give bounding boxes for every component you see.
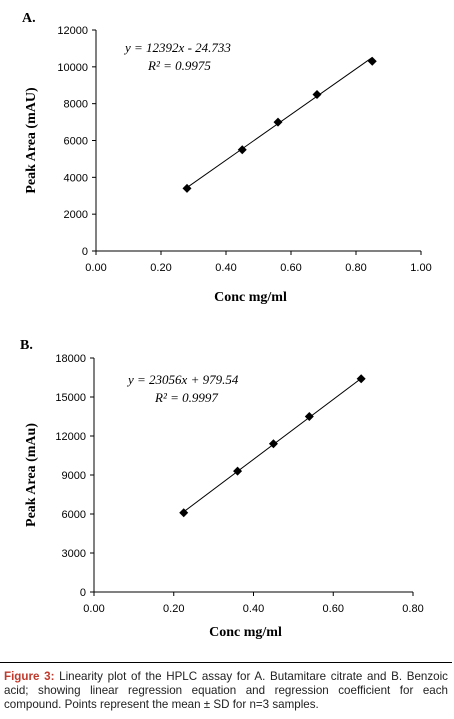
x-tick-label: 0.80 [345, 262, 366, 274]
panel-label: B. [20, 338, 33, 353]
data-point [268, 439, 278, 449]
r-squared-label: R² = 0.9997 [154, 390, 218, 405]
x-tick-label: 0.40 [215, 262, 236, 274]
x-tick-label: 0.60 [323, 603, 344, 615]
y-tick-label: 10000 [57, 62, 88, 74]
y-tick-label: 2000 [64, 209, 88, 221]
y-tick-label: 0 [82, 246, 88, 258]
y-tick-label: 3000 [62, 548, 86, 560]
y-tick-label: 0 [80, 587, 86, 599]
x-tick-label: 1.00 [410, 262, 431, 274]
data-point [312, 89, 322, 99]
regression-equation: y = 23056x + 979.54 [126, 372, 239, 387]
x-tick-label: 0.20 [163, 603, 184, 615]
figure-caption: Figure 3: Linearity plot of the HPLC ass… [0, 662, 452, 718]
y-tick-label: 4000 [64, 172, 88, 184]
y-tick-label: 6000 [64, 136, 88, 148]
data-point [182, 183, 192, 193]
data-point [233, 466, 243, 476]
y-tick-label: 15000 [55, 392, 86, 404]
y-tick-label: 12000 [57, 25, 88, 37]
y-tick-label: 9000 [62, 470, 86, 482]
r-squared-label: R² = 0.9975 [147, 58, 211, 73]
data-point [304, 412, 314, 421]
chart-a: A. 0 2000 4000 6000 8000 10000 12000 0.00 0.20 0.4… [22, 11, 432, 305]
y-tick-label: 6000 [62, 509, 86, 521]
x-tick-label: 0.80 [402, 603, 423, 615]
panel-label: A. [22, 11, 36, 26]
caption-label: Figure 3: [4, 670, 55, 683]
data-point [273, 117, 283, 127]
y-axis-title: Peak Area (mAU) [24, 87, 39, 194]
y-tick-label: 18000 [55, 353, 86, 365]
data-point [356, 374, 366, 384]
x-tick-label: 0.20 [150, 262, 171, 274]
data-point [237, 145, 247, 155]
chart-b: B. 0 3000 6000 9000 12000 15000 18000 0.00 0.20 0.… [20, 338, 424, 640]
caption-text: Linearity plot of the HPLC assay for A. … [4, 670, 448, 711]
x-axis-title: Conc mg/ml [209, 625, 282, 640]
data-point [179, 508, 189, 518]
y-tick-label: 12000 [55, 431, 86, 443]
x-tick-label: 0.40 [243, 603, 264, 615]
x-axis-title: Conc mg/ml [214, 290, 287, 305]
y-tick-label: 8000 [64, 99, 88, 111]
x-tick-label: 0.60 [280, 262, 301, 274]
y-axis-title: Peak Area (mAu) [24, 423, 39, 527]
x-tick-label: 0.00 [83, 603, 104, 615]
data-point [367, 56, 377, 66]
x-tick-label: 0.00 [85, 262, 106, 274]
regression-equation: y = 12392x - 24.733 [123, 40, 231, 55]
